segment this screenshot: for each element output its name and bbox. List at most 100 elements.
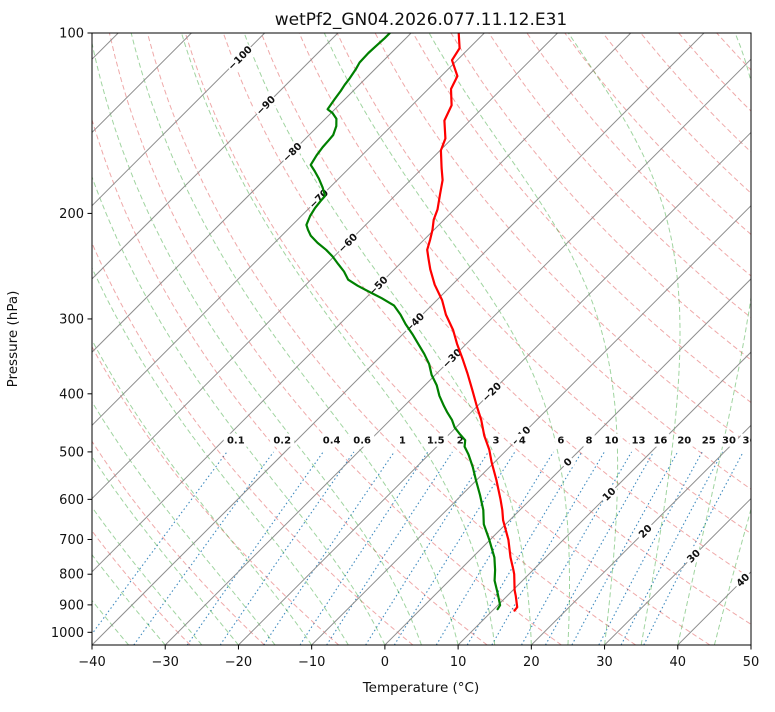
x-tick-label: −30 [152, 655, 179, 670]
dry-adiabat-line [108, 33, 562, 645]
line-label: 0 [559, 453, 577, 471]
line-label: 8 [583, 433, 595, 447]
axes-frame: −40 −30 −20 −10 0 10 20 30 40 5010020030040050060… [51, 27, 759, 671]
label-background [583, 433, 595, 447]
y-tick-label: 1000 [51, 626, 84, 641]
label-background [559, 453, 577, 471]
y-tick-label: 400 [59, 387, 84, 402]
label-background [740, 433, 751, 447]
isotherm-line [92, 33, 412, 353]
moist-adiabat-line [92, 400, 276, 645]
label-background [350, 433, 375, 447]
mixing-ratio-line [521, 451, 633, 645]
label-background [602, 433, 621, 447]
label-background [651, 433, 670, 447]
label-background [252, 92, 279, 119]
label-text: 4 [519, 436, 526, 447]
y-tick-label: 300 [59, 312, 84, 327]
moist-adiabat-line [92, 175, 386, 645]
chart-title: wetPf2_GN04.2026.077.11.12.E31 [275, 10, 567, 30]
isotherm-line [92, 33, 705, 645]
label-background [516, 433, 529, 447]
label-background [438, 345, 466, 372]
label-background [270, 433, 295, 447]
dewpoint-curve [305, 33, 502, 611]
y-tick-label: 900 [59, 598, 84, 613]
moist-adiabat-line [92, 455, 239, 645]
y-tick-label: 700 [59, 533, 84, 548]
line-label: 30 [720, 433, 738, 447]
moist-adiabat-line [428, 33, 619, 645]
mixing-ratio-line [299, 451, 429, 645]
moist-adiabat-line [713, 507, 751, 645]
line-label: 0.2 [270, 433, 295, 447]
label-background [699, 433, 718, 447]
label-background [319, 433, 344, 447]
y-tick-label: 600 [59, 493, 84, 508]
plot-layers: −100−90−80−70−60−50−40−30−20−10010203040… [92, 33, 751, 645]
dry-adiabat-line [450, 33, 751, 361]
x-tick-label: 10 [450, 655, 467, 670]
line-label: 3 [490, 433, 502, 447]
isotherm-line [92, 33, 558, 500]
label-text: 0.4 [323, 436, 341, 447]
line-label: 0.4 [319, 433, 344, 447]
label-background [555, 433, 567, 447]
dry-adiabat-line [374, 33, 751, 447]
line-label: 0.1 [223, 433, 248, 447]
label-text: 3 [493, 436, 500, 447]
x-tick-label: −10 [298, 655, 325, 670]
label-text: 0.2 [273, 436, 291, 447]
isotherm-line [457, 351, 751, 645]
isotherm-line [311, 204, 751, 645]
x-tick-label: 20 [523, 655, 540, 670]
label-text: 30 [722, 436, 736, 447]
mixing-ratio-line [365, 451, 489, 645]
line-label: 13 [629, 433, 648, 447]
isotherms [92, 33, 751, 645]
plot-border [91, 32, 752, 646]
y-tick-label: 200 [59, 207, 84, 222]
dry-adiabat-line [92, 440, 265, 645]
label-background [334, 229, 361, 257]
label-background [629, 433, 648, 447]
isotherm-line [530, 424, 751, 645]
line-label: 20 [675, 433, 694, 447]
label-background [490, 433, 502, 447]
label-text: 1.5 [427, 436, 445, 447]
moist-adiabats [92, 33, 751, 645]
dry-adiabat-line [260, 33, 751, 580]
label-text: 10 [605, 436, 619, 447]
line-label: 36 [740, 433, 751, 447]
line-label: 2 [454, 433, 466, 447]
label-background [478, 378, 505, 406]
label-background [224, 42, 256, 74]
line-label: 4 [516, 433, 529, 447]
x-tick-label: 0 [381, 655, 389, 670]
label-text: 25 [702, 436, 716, 447]
x-tick-label: 30 [596, 655, 613, 670]
dry-adiabat-line [146, 33, 636, 645]
dry-adiabat-line [92, 530, 191, 645]
label-background [305, 185, 332, 212]
y-axis-title: Pressure (hPa) [5, 291, 21, 388]
isotherm-line [384, 278, 751, 645]
label-text: 2 [457, 436, 464, 447]
line-label: 6 [555, 433, 567, 447]
moist-adiabat-line [677, 33, 751, 645]
line-label: 1 [396, 433, 408, 447]
x-axis-title: Temperature (°C) [362, 680, 480, 696]
isotherm-line [92, 33, 632, 573]
moist-adiabat-line [323, 33, 570, 645]
y-tick-label: 500 [59, 445, 84, 460]
mixing-ratio-line [620, 451, 724, 645]
y-tick-label: 800 [59, 568, 84, 583]
line-label: 0.6 [350, 433, 375, 447]
moist-adiabat-line [92, 266, 349, 645]
mixing-ratio-line [186, 451, 324, 645]
moist-adiabat-line [181, 33, 496, 645]
label-text: 20 [677, 436, 691, 447]
label-text: 16 [653, 436, 667, 447]
